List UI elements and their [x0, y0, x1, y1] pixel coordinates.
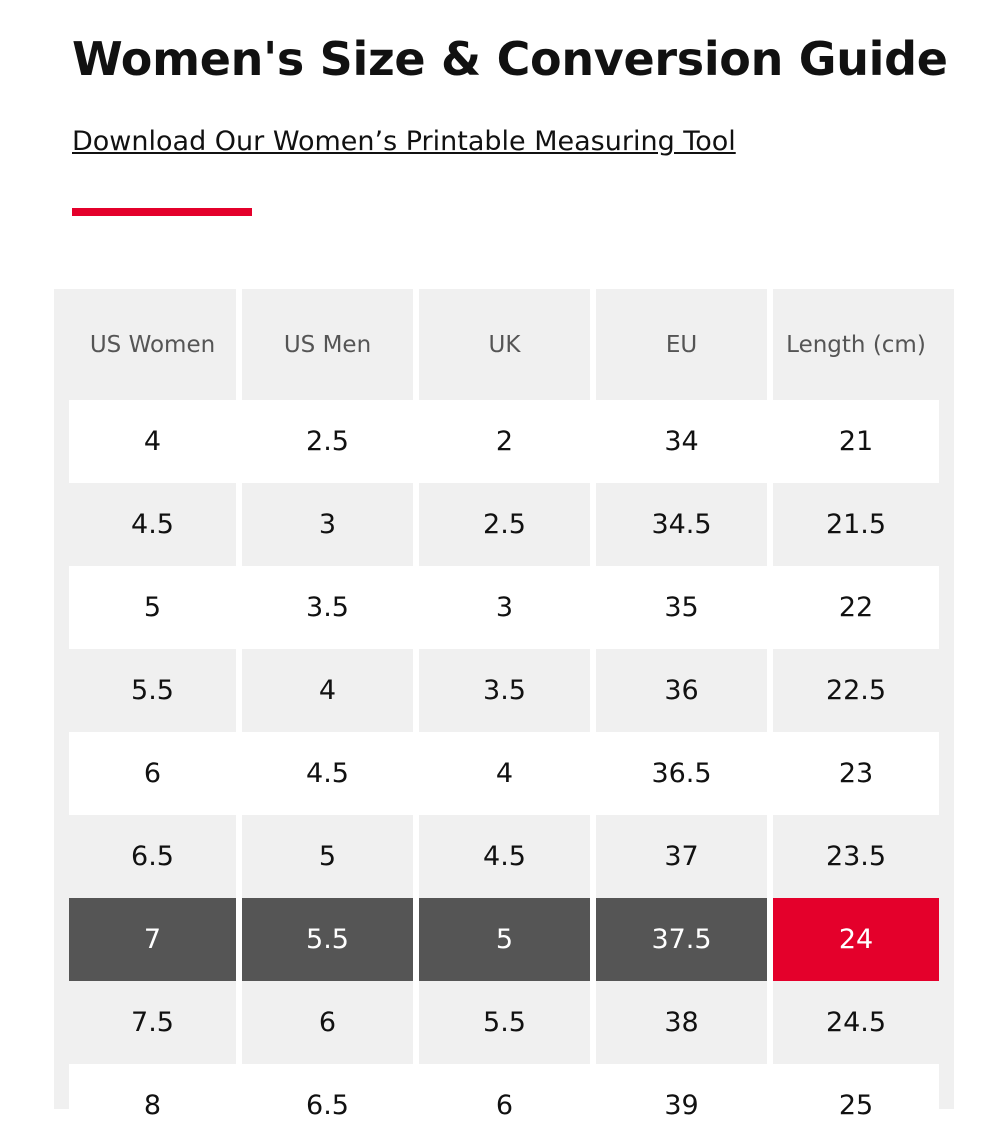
download-link[interactable]: Download Our Women’s Printable Measuring… [72, 126, 736, 157]
table-cell: 6.5 [242, 1064, 413, 1147]
table-cell: 4 [419, 732, 590, 815]
table-row: 8 6.5 6 39 25 [69, 1064, 939, 1147]
table-row: 4.5 3 2.5 34.5 21.5 [69, 483, 939, 566]
table-cell: 2.5 [419, 483, 590, 566]
table-cell: 4 [242, 649, 413, 732]
table-cell: 5.5 [419, 981, 590, 1064]
table-cell: 6 [419, 1064, 590, 1147]
table-cell: 6.5 [69, 815, 236, 898]
table-cell: 8 [69, 1064, 236, 1147]
table-cell: 5 [419, 898, 590, 981]
table-cell: 7 [69, 898, 236, 981]
column-header: Length (cm) [773, 289, 939, 400]
table-cell: 4 [69, 400, 236, 483]
table-cell: 37 [596, 815, 767, 898]
table-cell: 35 [596, 566, 767, 649]
table-cell: 5 [242, 815, 413, 898]
table-cell: 23.5 [773, 815, 939, 898]
table-cell: 36.5 [596, 732, 767, 815]
table-row: 5.5 4 3.5 36 22.5 [69, 649, 939, 732]
table-cell: 3.5 [419, 649, 590, 732]
table-cell: 4.5 [242, 732, 413, 815]
header-row: US Women US Men UK EU Length (cm) [69, 289, 939, 400]
table-cell: 39 [596, 1064, 767, 1147]
table-row: 5 3.5 3 35 22 [69, 566, 939, 649]
table-cell: 37.5 [596, 898, 767, 981]
page-title: Women's Size & Conversion Guide [72, 32, 948, 86]
table-cell: 6 [242, 981, 413, 1064]
table-row: 6.5 5 4.5 37 23.5 [69, 815, 939, 898]
column-header: EU [596, 289, 767, 400]
size-table: US Women US Men UK EU Length (cm) 4 2.5 2 34 21 4.… [69, 289, 939, 1147]
accent-bar [72, 208, 252, 216]
table-cell: 38 [596, 981, 767, 1064]
table-cell: 36 [596, 649, 767, 732]
table-cell: 34 [596, 400, 767, 483]
table-cell: 22.5 [773, 649, 939, 732]
table-cell: 2 [419, 400, 590, 483]
table-cell: 5 [69, 566, 236, 649]
table-cell: 24.5 [773, 981, 939, 1064]
table-cell: 22 [773, 566, 939, 649]
page: Women's Size & Conversion Guide Download… [54, 32, 954, 1121]
table-cell: 24 [773, 898, 939, 981]
table-cell: 3.5 [242, 566, 413, 649]
table-cell: 25 [773, 1064, 939, 1147]
table-cell: 5.5 [242, 898, 413, 981]
table-cell: 3 [242, 483, 413, 566]
table-cell: 4.5 [69, 483, 236, 566]
table-cell: 6 [69, 732, 236, 815]
table-row: 7 5.5 5 37.5 24 [69, 898, 939, 981]
table-cell: 3 [419, 566, 590, 649]
column-header: US Women [69, 289, 236, 400]
table-cell: 4.5 [419, 815, 590, 898]
table-cell: 21 [773, 400, 939, 483]
column-header: US Men [242, 289, 413, 400]
table-cell: 21.5 [773, 483, 939, 566]
table-cell: 23 [773, 732, 939, 815]
size-table-container: US Women US Men UK EU Length (cm) 4 2.5 2 34 21 4.… [54, 289, 954, 1147]
table-row: 7.5 6 5.5 38 24.5 [69, 981, 939, 1064]
table-cell: 2.5 [242, 400, 413, 483]
table-row: 6 4.5 4 36.5 23 [69, 732, 939, 815]
column-header: UK [419, 289, 590, 400]
table-cell: 5.5 [69, 649, 236, 732]
table-cell: 34.5 [596, 483, 767, 566]
table-cell: 7.5 [69, 981, 236, 1064]
table-row: 4 2.5 2 34 21 [69, 400, 939, 483]
